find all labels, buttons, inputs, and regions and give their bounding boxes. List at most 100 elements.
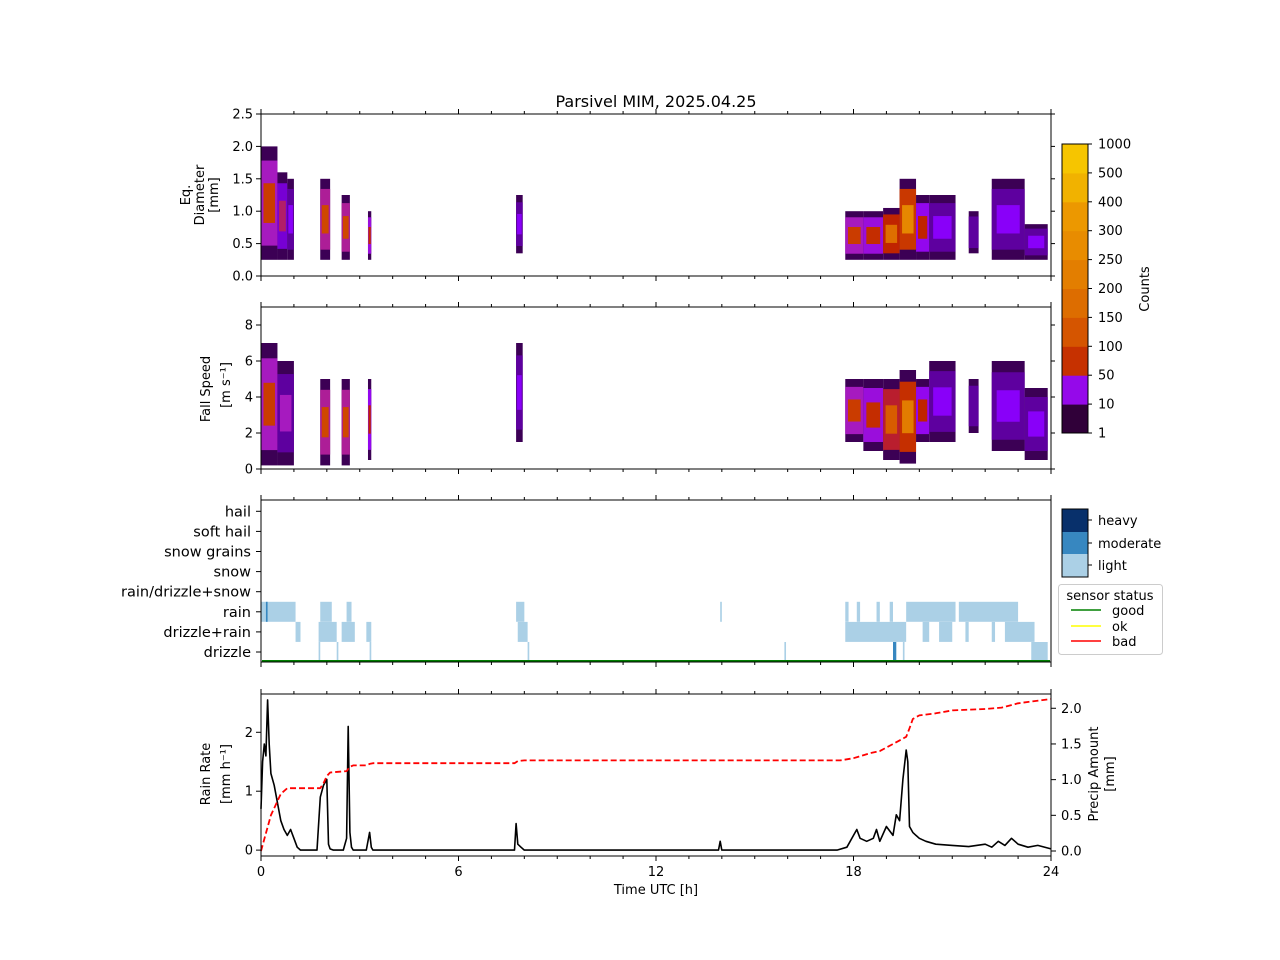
figure-title: Parsivel MIM, 2025.04.25 [555,92,756,111]
heatmap-core [278,200,286,232]
counts-colorbar: 1 10 50 100 150 200 250 300 400 500 1000 [1061,138,1131,442]
precip-amount-line [260,698,1052,852]
heatmap-core [902,205,914,234]
colorbar-tick-label: 150 [1098,311,1123,326]
heatmap-core [263,382,275,426]
heatmap-core [918,399,928,422]
y-tick-label: 0.5 [232,237,253,252]
colorbar-tick-label: 400 [1098,195,1123,210]
precip-type-bar [261,601,296,622]
precip-type-label: drizzle+rain [163,625,251,641]
diameter-ylabel-1: Eq. [179,185,194,206]
precip-type-bar [784,642,787,662]
precip-type-axes: drizzle drizzle+rain rain rain/drizzle+snow… [121,495,1052,667]
precip-type-bar [318,621,337,642]
colorbar-segment [1062,230,1088,261]
precip-type-bar [856,601,861,622]
precip-type-panel: drizzle drizzle+rain rain rain/drizzle+snow… [121,495,1052,667]
precip-type-bar [1004,621,1035,642]
rain-rate-lines [260,698,1052,852]
colorbar-segment [1062,317,1088,347]
heatmap-core [933,387,952,416]
diameter-axes: 0.0 0.5 1.0 1.5 2.0 2.5 [232,108,1055,285]
heatmap-core [288,205,293,234]
y-tick-label: 1 [245,785,253,800]
x-tick-label: 18 [845,865,862,880]
precip-type-bar [346,601,352,622]
precip-type-bar [906,601,956,622]
x-tick-label: 6 [454,865,462,880]
intensity-swatch-moderate [1062,532,1088,554]
colorbar-tick-label: 250 [1098,253,1123,268]
status-legend-box [1058,584,1163,655]
y2-tick-label: 1.0 [1061,773,1082,788]
speed-heatmap [261,343,1048,466]
precip-type-bar [320,601,332,622]
colorbar-tick-label: 100 [1098,340,1123,355]
heatmap-core [517,213,522,235]
precip-type-bar [991,621,996,642]
colorbar-segment [1062,144,1088,174]
colorbar-tick-label: 1 [1098,427,1106,442]
precip-type-bar [1031,642,1048,662]
speed-ylabel-2: [m s⁻¹] [219,362,234,408]
precip-type-bar [516,601,525,622]
colorbar-segment [1062,375,1088,405]
precip-type-bar [902,642,905,662]
precip-type-bar [889,601,893,622]
precip-type-bar [517,621,528,642]
precip-amount-ylabel-2: [mm] [1103,756,1118,791]
heatmap-core [1028,411,1045,437]
heatmap-core [342,407,349,438]
colorbar-tick-label: 200 [1098,282,1123,297]
precip-amount-ylabel-1: Precip Amount [1087,727,1102,822]
y2-tick-label: 2.0 [1061,702,1082,717]
rain-rate-ylabel-1: Rain Rate [199,743,214,806]
intensity-label-light: light [1098,559,1127,574]
heatmap-core [279,394,292,432]
y2-tick-label: 0.5 [1061,809,1082,824]
y-tick-label: 2.5 [232,108,253,123]
precip-type-bar [922,621,930,642]
status-good-label: good [1112,604,1144,619]
rain-rate-ylabel-2: [mm h⁻¹] [219,744,234,804]
heatmap-core [847,399,861,422]
intensity-swatch-heavy [1062,509,1088,532]
colorbar-tick-label: 1000 [1098,138,1131,153]
x-tick-label: 12 [648,865,665,880]
colorbar-segment [1062,404,1088,434]
heatmap-core [885,224,898,243]
y-tick-label: 8 [245,319,253,334]
y-tick-label: 1.0 [232,205,253,220]
y-tick-label: 2 [245,726,253,741]
heatmap-core [342,216,349,239]
y-tick-label: 0 [245,463,253,478]
heatmap-core [263,183,275,223]
heatmap-core [321,407,329,438]
y-tick-label: 2.0 [232,140,253,155]
colorbar-tick-label: 50 [1098,369,1115,384]
x-axis-label: Time UTC [h] [613,883,698,898]
precip-type-label: hail [225,504,251,520]
speed-panel: 0 2 4 6 8 Fall Speed [m s⁻¹] [199,302,1055,478]
heatmap-core [368,226,371,245]
precip-type-bar [318,642,321,662]
x-tick-label: 0 [257,865,265,880]
heatmap-core [321,205,329,234]
intensity-label-heavy: heavy [1098,514,1138,529]
precip-type-bars [261,601,1048,662]
precip-type-bar [369,642,372,662]
y2-tick-label: 0.0 [1061,845,1082,860]
speed-ylabel-1: Fall Speed [199,356,214,422]
precip-type-label: snow [214,565,252,581]
intensity-label-moderate: moderate [1098,537,1161,552]
x-tick-label: 24 [1043,865,1060,880]
heatmap-core [1028,235,1045,249]
precip-type-frame [260,499,1052,663]
heatmap-core [933,216,952,239]
precip-type-bar [876,601,880,622]
intensity-legend: heavy moderate light [1061,508,1161,578]
